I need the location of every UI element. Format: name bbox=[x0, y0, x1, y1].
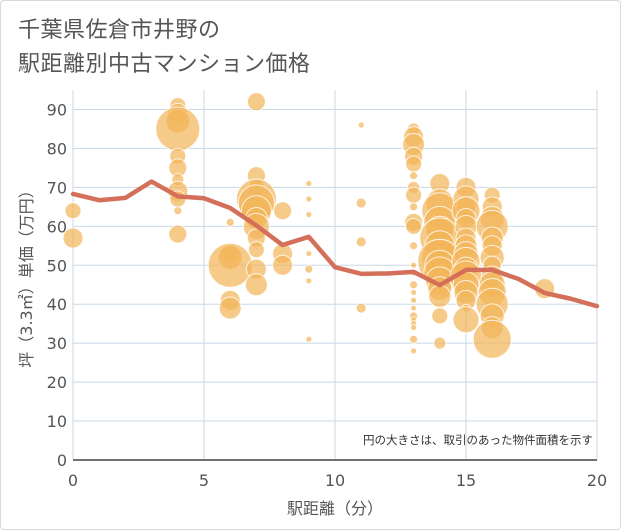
bubble-point bbox=[355, 302, 367, 314]
bubble-point bbox=[64, 202, 82, 220]
bubble-point bbox=[273, 201, 293, 221]
bubble-point bbox=[304, 264, 314, 274]
bubble-point bbox=[409, 241, 419, 251]
x-tick-label: 20 bbox=[587, 471, 607, 490]
chart-title-line-1: 千葉県佐倉市井野の bbox=[18, 18, 221, 43]
bubble-series bbox=[62, 92, 556, 359]
bubble-point bbox=[410, 324, 418, 332]
x-tick-label: 0 bbox=[68, 471, 78, 490]
bubble-point bbox=[155, 106, 201, 152]
bubble-point bbox=[409, 171, 419, 181]
y-tick-label: 90 bbox=[47, 100, 67, 119]
average-price-line bbox=[70, 179, 600, 309]
bubble-point bbox=[452, 306, 480, 334]
y-tick-label: 0 bbox=[57, 451, 67, 470]
bubble-point bbox=[272, 254, 294, 276]
y-tick-label: 40 bbox=[47, 295, 67, 314]
bubble-point bbox=[410, 289, 418, 297]
x-tick-label: 5 bbox=[199, 471, 209, 490]
y-tick-label: 10 bbox=[47, 412, 67, 431]
y-tick-label: 60 bbox=[47, 217, 67, 236]
grid-lines bbox=[72, 90, 598, 460]
bubble-size-note: 円の大きさは、取引のあった物件面積を示す bbox=[363, 433, 593, 447]
bubble-point bbox=[410, 261, 418, 269]
y-axis-label: 坪（3.3㎡）単価（万円） bbox=[17, 182, 36, 367]
chart-title: 千葉県佐倉市井野の 駅距離別中古マンション価格 bbox=[18, 14, 311, 82]
bubble-point bbox=[62, 227, 84, 249]
bubble-point bbox=[247, 241, 265, 259]
bubble-point bbox=[305, 277, 313, 285]
bubble-point bbox=[409, 280, 419, 290]
bubble-point bbox=[410, 347, 418, 355]
y-tick-label: 30 bbox=[47, 334, 67, 353]
bubble-point bbox=[305, 195, 313, 203]
bubble-point bbox=[305, 250, 313, 258]
x-tick-label: 10 bbox=[325, 471, 345, 490]
bubble-point bbox=[225, 217, 235, 227]
y-tick-label: 80 bbox=[47, 139, 67, 158]
chart-title-line-2: 駅距離別中古マンション価格 bbox=[18, 52, 311, 77]
bubble-point bbox=[218, 296, 242, 320]
bubble-point bbox=[355, 236, 367, 248]
bubble-point bbox=[405, 186, 423, 204]
bubble-point bbox=[433, 336, 447, 350]
bubble-point bbox=[410, 296, 418, 304]
trend-series bbox=[70, 179, 600, 309]
bubble-point bbox=[173, 206, 183, 216]
y-tick-label: 50 bbox=[47, 256, 67, 275]
bubble-point bbox=[305, 179, 313, 187]
bubble-point bbox=[405, 155, 423, 173]
bubble-point bbox=[431, 307, 449, 325]
bubble-point bbox=[246, 92, 266, 112]
axes: 0 10 20 30 40 50 60 70 80 90 0 5 10 15 20 bbox=[47, 100, 608, 490]
bubble-point bbox=[428, 284, 452, 308]
y-tick-label: 70 bbox=[47, 178, 67, 197]
bubble-point bbox=[405, 217, 423, 235]
bubble-point bbox=[409, 202, 419, 212]
bubble-point bbox=[357, 121, 365, 129]
bubble-point bbox=[472, 319, 512, 359]
bubble-point bbox=[410, 304, 418, 312]
bubble-point bbox=[355, 197, 367, 209]
x-tick-label: 15 bbox=[456, 471, 476, 490]
bubble-point bbox=[305, 335, 313, 343]
y-tick-label: 20 bbox=[47, 373, 67, 392]
bubble-point bbox=[244, 273, 268, 297]
bubble-point bbox=[168, 224, 188, 244]
x-axis-label: 駅距離（分） bbox=[287, 499, 383, 518]
bubble-point bbox=[409, 334, 419, 344]
bubble-point bbox=[207, 242, 253, 288]
bubble-point bbox=[305, 211, 313, 219]
